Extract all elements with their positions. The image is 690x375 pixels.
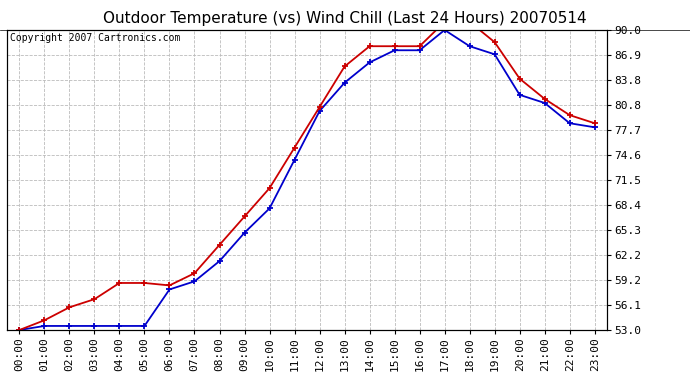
Text: Copyright 2007 Cartronics.com: Copyright 2007 Cartronics.com — [10, 33, 180, 43]
Text: Outdoor Temperature (vs) Wind Chill (Last 24 Hours) 20070514: Outdoor Temperature (vs) Wind Chill (Las… — [104, 11, 586, 26]
